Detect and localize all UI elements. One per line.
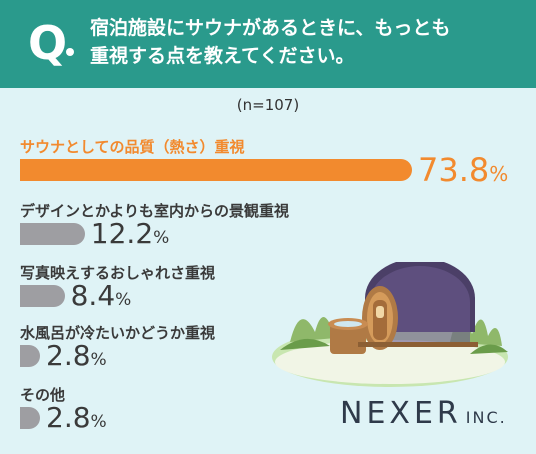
q-dot xyxy=(66,48,74,56)
bar-value-label: 8.4% xyxy=(71,282,132,314)
brand-suffix: INC. xyxy=(465,408,507,427)
header-banner: Q 宿泊施設にサウナがあるときに、もっとも 重視する点を教えてください。 xyxy=(0,0,536,88)
bar-value-label: 2.8% xyxy=(46,342,107,374)
bar xyxy=(20,407,40,429)
question-line-2: 重視する点を教えてください。 xyxy=(90,45,355,67)
bar-value-number: 8.4 xyxy=(70,279,116,312)
bar-value-unit: % xyxy=(489,162,509,186)
bar-value-number: 73.8 xyxy=(418,151,490,189)
bar-value-number: 2.8 xyxy=(46,339,91,372)
bar-value-number: 12.2 xyxy=(90,217,154,250)
bar-label: サウナとしての品質（熱さ）重視 xyxy=(20,138,245,156)
bar xyxy=(20,223,85,245)
bar-value-unit: % xyxy=(90,412,107,432)
bar xyxy=(20,159,412,181)
bar-value-unit: % xyxy=(153,228,170,248)
bar-value-unit: % xyxy=(115,290,132,310)
bar-label: 写真映えするおしゃれさ重視 xyxy=(20,264,216,282)
bar-value-unit: % xyxy=(90,350,107,370)
bar-label: その他 xyxy=(20,386,66,404)
question-text: 宿泊施設にサウナがあるときに、もっとも 重視する点を教えてください。 xyxy=(90,14,520,70)
nexer-logo: NEXER INC. xyxy=(340,396,507,431)
bar-label: 水風呂が冷たいかどうか重視 xyxy=(20,324,216,342)
bar-value-label: 12.2% xyxy=(91,220,170,252)
bar-value-number: 2.8 xyxy=(46,401,91,434)
bar-value-label: 2.8% xyxy=(46,404,107,436)
question-line-1: 宿泊施設にサウナがあるときに、もっとも xyxy=(90,17,451,39)
q-mark: Q xyxy=(28,16,68,70)
sauna-illustration-icon xyxy=(272,262,508,387)
brand-name: NEXER xyxy=(340,396,462,431)
bar xyxy=(20,345,40,367)
sample-size-note: (n=107) xyxy=(236,96,300,114)
bar-value-label: 73.8% xyxy=(418,154,508,190)
bar-label: デザインとかよりも室内からの景観重視 xyxy=(20,202,289,220)
bar xyxy=(20,285,65,307)
